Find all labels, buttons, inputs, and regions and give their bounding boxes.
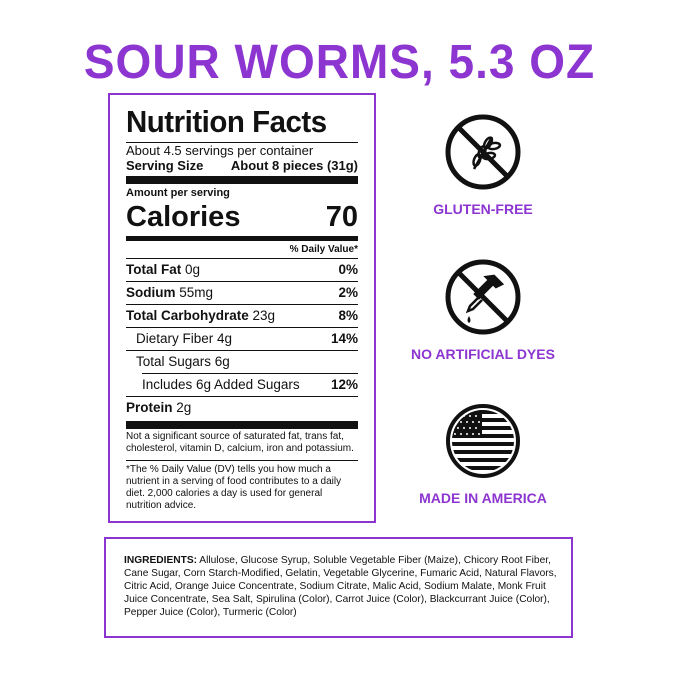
no-wheat-icon bbox=[445, 114, 521, 190]
us-flag-icon bbox=[446, 404, 520, 478]
badge-label-no-artificial-dyes: NO ARTIFICIAL DYES bbox=[411, 346, 555, 362]
no-dropper-icon bbox=[445, 259, 521, 335]
ingredients-label: INGREDIENTS: bbox=[124, 555, 198, 566]
nutrient-row-dietary-fiber: Dietary Fiber 4g 14% bbox=[126, 327, 358, 350]
nutrient-row-total-carbohydrate: Total Carbohydrate 23g 8% bbox=[126, 304, 358, 327]
calories-label: Calories bbox=[126, 201, 241, 233]
nutrition-heading: Nutrition Facts bbox=[126, 104, 327, 139]
nutrient-row-total-fat: Total Fat 0g 0% bbox=[126, 258, 358, 281]
ingredients-panel: INGREDIENTS: Allulose, Glucose Syrup, So… bbox=[104, 537, 573, 638]
serving-size-value: About 8 pieces (31g) bbox=[230, 158, 358, 173]
amount-per-serving: Amount per serving bbox=[126, 187, 230, 199]
nutrient-row-sodium: Sodium 55mg 2% bbox=[126, 281, 358, 304]
not-significant-note: Not a significant source of saturated fa… bbox=[126, 431, 354, 454]
badge-label-made-in-america: MADE IN AMERICA bbox=[419, 490, 547, 506]
calories-value: 70 bbox=[325, 201, 358, 233]
ingredients-text: Allulose, Glucose Syrup, Soluble Vegetab… bbox=[124, 555, 557, 618]
nutrient-row-added-sugars: Includes 6g Added Sugars 12% bbox=[142, 373, 358, 396]
serving-size-label: Serving Size bbox=[126, 158, 204, 173]
daily-value-header: % Daily Value* bbox=[289, 244, 358, 255]
daily-value-footnote: *The % Daily Value (DV) tells you how mu… bbox=[126, 464, 342, 511]
nutrition-facts-panel: Nutrition Facts About 4.5 servings per c… bbox=[108, 93, 376, 523]
badge-label-gluten-free: GLUTEN-FREE bbox=[433, 201, 533, 217]
servings-per-container: About 4.5 servings per container bbox=[126, 143, 314, 158]
nutrient-row-protein: Protein 2g bbox=[126, 396, 358, 419]
product-title: SOUR WORMS, 5.3 OZ bbox=[83, 33, 596, 89]
nutrient-row-total-sugars: Total Sugars 6g bbox=[126, 350, 358, 373]
